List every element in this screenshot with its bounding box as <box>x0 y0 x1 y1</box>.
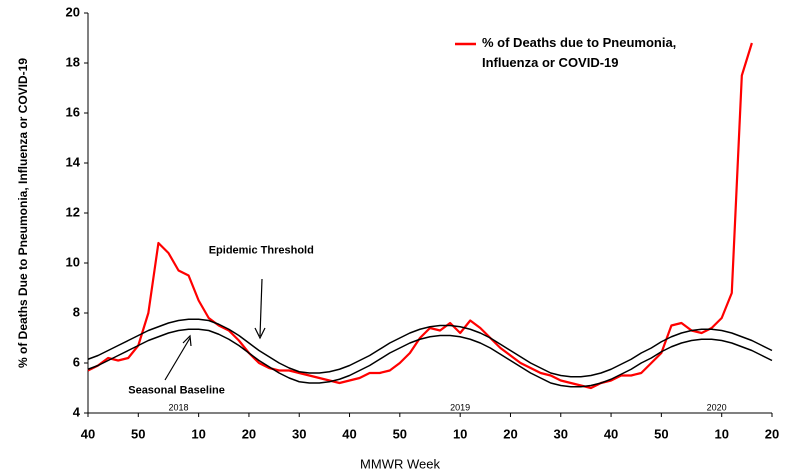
x-tick-label: 10 <box>191 426 205 441</box>
arrow <box>164 337 191 381</box>
annotation: Seasonal Baseline <box>128 384 225 396</box>
y-tick-label: 10 <box>66 254 80 269</box>
y-tick-label: 18 <box>66 54 80 69</box>
x-tick-label: 20 <box>503 426 517 441</box>
x-axis-title: MMWR Week <box>360 456 440 471</box>
y-tick-label: 8 <box>73 304 80 319</box>
x-tick-label: 20 <box>242 426 256 441</box>
y-tick-label: 20 <box>66 4 80 19</box>
annotation: Epidemic Threshold <box>209 244 314 256</box>
legend-label: % of Deaths due to Pneumonia, Influenza o… <box>482 35 676 70</box>
x-tick-label: 50 <box>654 426 668 441</box>
x-tick-label: 30 <box>292 426 306 441</box>
x-tick-label: 50 <box>131 426 145 441</box>
arrow <box>259 278 263 337</box>
series-line <box>87 318 773 378</box>
y-tick-label: 14 <box>66 154 81 169</box>
series-line <box>87 42 753 390</box>
x-tick-label: 40 <box>342 426 356 441</box>
annotation: 2020 <box>707 402 727 412</box>
x-tick-label: 10 <box>453 426 467 441</box>
y-tick-label: 16 <box>66 104 80 119</box>
series-line <box>87 328 773 388</box>
annotation: 2018 <box>168 402 188 412</box>
arrow-head <box>254 327 266 340</box>
x-tick-label: 10 <box>714 426 728 441</box>
x-tick-label: 40 <box>604 426 618 441</box>
x-tick-label: 40 <box>81 426 95 441</box>
annotation: 2019 <box>450 402 470 412</box>
x-tick-label: 30 <box>554 426 568 441</box>
y-axis-title: % of Deaths Due to Pneumonia, Influenza … <box>16 58 30 368</box>
y-tick-label: 6 <box>73 354 80 369</box>
y-tick-label: 12 <box>66 204 80 219</box>
y-tick-label: 4 <box>73 404 81 419</box>
arrow-head <box>182 334 192 347</box>
x-tick-label: 50 <box>393 426 407 441</box>
x-tick-label: 20 <box>765 426 779 441</box>
